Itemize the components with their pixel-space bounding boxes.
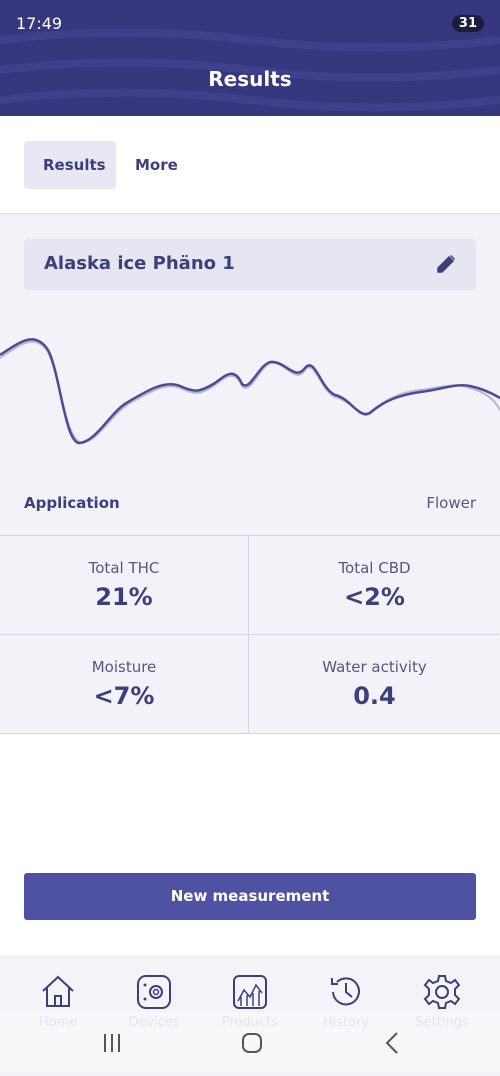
nav-icon bbox=[423, 975, 461, 1009]
metric-value: 0.4 bbox=[353, 682, 396, 710]
nav-icon bbox=[331, 977, 360, 1006]
metric-cell: Total THC 21% bbox=[0, 536, 249, 635]
edit-icon[interactable] bbox=[436, 254, 456, 274]
header-title: Results bbox=[208, 67, 292, 91]
tab-more[interactable]: More bbox=[135, 156, 178, 174]
status-time: 17:49 bbox=[16, 14, 63, 33]
metric-cell: Water activity 0.4 bbox=[250, 635, 499, 734]
sample-card: Alaska ice Phäno 1 bbox=[24, 239, 476, 290]
spectrum-curve bbox=[0, 338, 500, 445]
metric-label: Moisture bbox=[91, 658, 157, 676]
metric-label: Water activity bbox=[322, 658, 427, 676]
blank-area bbox=[0, 734, 500, 955]
header-waves bbox=[0, 28, 500, 112]
app-header: 17:49 31 Results bbox=[0, 0, 500, 116]
tab-bar: Results More bbox=[0, 116, 500, 214]
nav-icon bbox=[233, 975, 267, 1009]
metric-label: Total CBD bbox=[338, 559, 411, 577]
metrics-grid: Total THC 21% Total CBD <2% Moisture <7% Water… bbox=[0, 535, 500, 734]
system-buttons bbox=[104, 1032, 398, 1054]
application-label: Application bbox=[24, 494, 120, 512]
metric-value: 21% bbox=[95, 583, 153, 611]
application-value: Flower bbox=[426, 494, 476, 512]
nav-icon bbox=[42, 975, 74, 1007]
status-battery: 31 bbox=[451, 15, 484, 32]
sample-name: Alaska ice Phäno 1 bbox=[44, 253, 235, 274]
new-measurement-button[interactable]: New measurement bbox=[24, 873, 476, 920]
metric-label: Total THC bbox=[88, 559, 160, 577]
system-nav bbox=[0, 1012, 500, 1072]
metric-cell: Total CBD <2% bbox=[250, 536, 499, 635]
tab-results[interactable]: Results bbox=[24, 141, 116, 189]
nav-icon bbox=[137, 975, 171, 1009]
metric-cell: Moisture <7% bbox=[0, 635, 249, 734]
metric-value: <2% bbox=[344, 583, 405, 611]
metric-value: <7% bbox=[93, 682, 155, 710]
